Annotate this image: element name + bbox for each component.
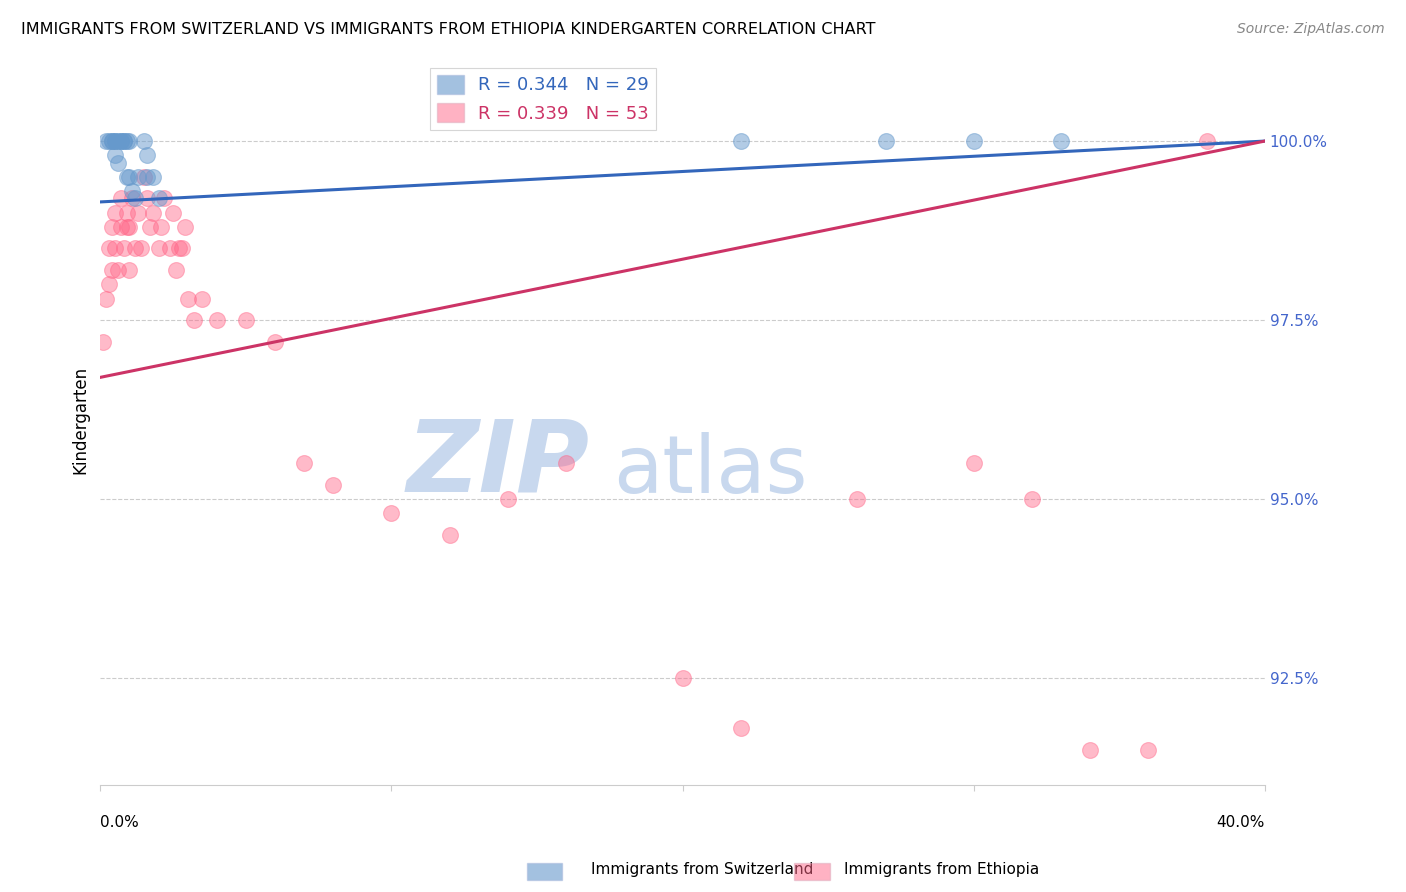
Point <box>148 242 170 256</box>
Point <box>101 263 124 277</box>
Point <box>1137 742 1160 756</box>
Point <box>115 205 138 219</box>
Point <box>148 191 170 205</box>
Point <box>136 148 159 162</box>
Point <box>104 205 127 219</box>
Point <box>132 134 155 148</box>
Point <box>963 456 986 470</box>
Point <box>875 134 897 148</box>
Point <box>170 242 193 256</box>
Point <box>115 169 138 184</box>
Point <box>127 169 149 184</box>
Point <box>439 528 461 542</box>
Point <box>846 491 869 506</box>
Point <box>963 134 986 148</box>
Point <box>110 134 132 148</box>
Y-axis label: Kindergarten: Kindergarten <box>72 367 89 475</box>
Text: Immigrants from Ethiopia: Immigrants from Ethiopia <box>844 863 1039 877</box>
Text: 40.0%: 40.0% <box>1216 814 1265 830</box>
Point <box>107 134 129 148</box>
Point <box>730 134 752 148</box>
Text: IMMIGRANTS FROM SWITZERLAND VS IMMIGRANTS FROM ETHIOPIA KINDERGARTEN CORRELATION: IMMIGRANTS FROM SWITZERLAND VS IMMIGRANT… <box>21 22 876 37</box>
Point <box>671 671 693 685</box>
Point <box>98 242 121 256</box>
Point <box>104 134 127 148</box>
Legend: R = 0.344   N = 29, R = 0.339   N = 53: R = 0.344 N = 29, R = 0.339 N = 53 <box>429 68 657 130</box>
Point <box>183 313 205 327</box>
Point <box>104 134 127 148</box>
Point <box>132 169 155 184</box>
Point <box>118 134 141 148</box>
Point <box>173 219 195 234</box>
Point <box>107 263 129 277</box>
Point <box>121 191 143 205</box>
Point <box>292 456 315 470</box>
Point <box>98 134 121 148</box>
Point <box>235 313 257 327</box>
Point <box>118 219 141 234</box>
Point <box>101 219 124 234</box>
Point <box>96 292 118 306</box>
Point <box>159 242 181 256</box>
Point <box>191 292 214 306</box>
Point <box>150 219 173 234</box>
Point <box>139 219 162 234</box>
Point <box>121 184 143 198</box>
Point <box>110 219 132 234</box>
Point <box>167 242 190 256</box>
Point <box>110 191 132 205</box>
Point <box>322 477 344 491</box>
Text: Immigrants from Switzerland: Immigrants from Switzerland <box>591 863 813 877</box>
Point <box>118 169 141 184</box>
Point <box>496 491 519 506</box>
Point <box>112 134 135 148</box>
Point <box>1078 742 1101 756</box>
Point <box>1021 491 1043 506</box>
Point <box>264 334 287 349</box>
Text: atlas: atlas <box>613 433 807 510</box>
Point <box>118 263 141 277</box>
Point <box>110 134 132 148</box>
Point <box>104 148 127 162</box>
Point <box>380 507 402 521</box>
Point <box>136 169 159 184</box>
Point <box>142 169 165 184</box>
Point <box>96 134 118 148</box>
Point <box>101 134 124 148</box>
Point <box>136 191 159 205</box>
Text: ZIP: ZIP <box>406 416 589 513</box>
Point <box>115 219 138 234</box>
Text: Source: ZipAtlas.com: Source: ZipAtlas.com <box>1237 22 1385 37</box>
Point <box>112 134 135 148</box>
Point <box>555 456 578 470</box>
Point <box>205 313 228 327</box>
Point <box>165 263 187 277</box>
Point <box>115 134 138 148</box>
Point <box>1195 134 1218 148</box>
Point <box>153 191 176 205</box>
Point <box>124 242 146 256</box>
Point <box>162 205 184 219</box>
Point <box>98 277 121 292</box>
Point <box>129 242 152 256</box>
Point <box>124 191 146 205</box>
Point <box>101 134 124 148</box>
Point <box>142 205 165 219</box>
Point <box>91 334 114 349</box>
Point <box>1050 134 1073 148</box>
Point <box>127 205 149 219</box>
Point <box>176 292 198 306</box>
Point <box>730 721 752 735</box>
Text: 0.0%: 0.0% <box>100 814 139 830</box>
Point <box>112 242 135 256</box>
Point <box>107 155 129 169</box>
Point <box>104 242 127 256</box>
